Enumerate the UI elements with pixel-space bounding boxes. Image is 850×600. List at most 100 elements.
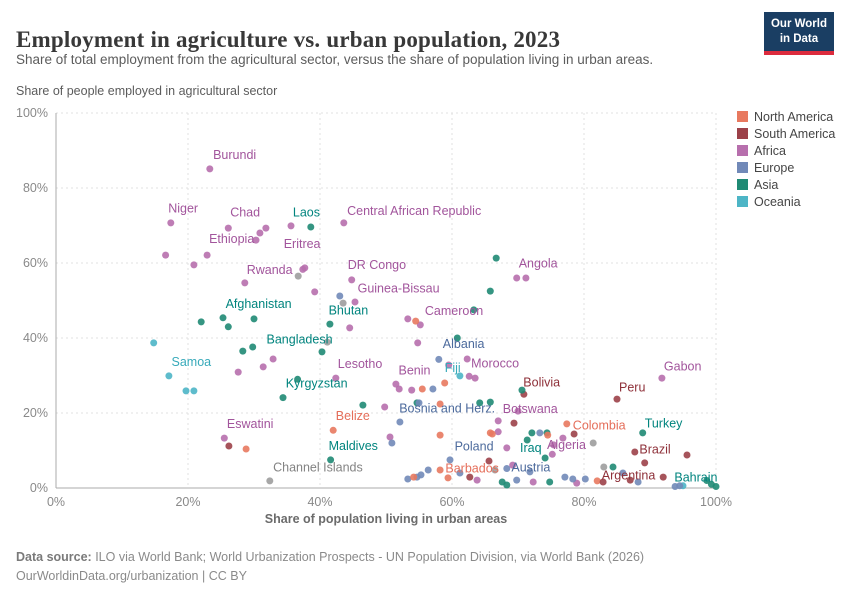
data-point[interactable]	[494, 428, 502, 436]
data-point[interactable]	[436, 466, 444, 474]
data-point[interactable]	[559, 434, 567, 442]
data-point[interactable]	[492, 254, 500, 262]
data-point[interactable]	[415, 399, 423, 407]
data-point[interactable]	[626, 476, 634, 484]
data-point[interactable]	[570, 430, 578, 438]
data-point[interactable]	[249, 343, 257, 351]
data-point[interactable]	[351, 298, 359, 306]
data-point[interactable]	[234, 368, 242, 376]
data-point[interactable]	[392, 380, 400, 388]
data-point[interactable]	[581, 475, 589, 483]
data-point[interactable]	[600, 463, 608, 471]
data-point[interactable]	[395, 385, 403, 393]
data-point[interactable]	[336, 292, 344, 300]
data-point[interactable]	[641, 459, 649, 467]
data-point[interactable]	[470, 306, 478, 314]
data-point[interactable]	[250, 315, 258, 323]
legend-item-europe[interactable]: Europe	[737, 159, 835, 176]
data-point[interactable]	[165, 372, 173, 380]
data-point[interactable]	[436, 431, 444, 439]
data-point[interactable]	[418, 385, 426, 393]
data-point[interactable]	[190, 261, 198, 269]
data-point[interactable]	[239, 347, 247, 355]
data-point[interactable]	[424, 466, 432, 474]
data-point[interactable]	[510, 419, 518, 427]
data-point[interactable]	[224, 323, 232, 331]
data-point[interactable]	[494, 417, 502, 425]
data-point[interactable]	[599, 478, 607, 486]
data-point[interactable]	[256, 229, 264, 237]
data-point[interactable]	[417, 471, 425, 479]
data-point[interactable]	[541, 454, 549, 462]
data-point[interactable]	[561, 473, 569, 481]
data-point[interactable]	[396, 418, 404, 426]
data-point[interactable]	[404, 475, 412, 483]
legend-item-south_america[interactable]: South America	[737, 125, 835, 142]
data-point[interactable]	[593, 477, 601, 485]
data-point[interactable]	[412, 317, 420, 325]
data-point[interactable]	[513, 274, 521, 282]
data-point[interactable]	[639, 429, 647, 437]
data-point[interactable]	[301, 264, 309, 272]
data-point[interactable]	[609, 463, 617, 471]
data-point[interactable]	[242, 445, 250, 453]
data-point[interactable]	[339, 299, 347, 307]
data-point[interactable]	[220, 434, 228, 442]
data-point[interactable]	[167, 219, 175, 227]
data-point[interactable]	[219, 314, 227, 322]
data-point[interactable]	[528, 429, 536, 437]
data-point[interactable]	[197, 318, 205, 326]
data-point[interactable]	[150, 339, 158, 347]
data-point[interactable]	[703, 477, 711, 484]
data-point[interactable]	[162, 251, 170, 259]
data-point[interactable]	[514, 407, 522, 415]
data-point[interactable]	[465, 372, 473, 380]
data-point[interactable]	[569, 475, 577, 483]
data-point[interactable]	[259, 363, 267, 371]
data-point[interactable]	[311, 288, 319, 296]
data-point[interactable]	[456, 372, 464, 380]
data-point[interactable]	[446, 456, 454, 464]
data-point[interactable]	[388, 439, 396, 447]
data-point[interactable]	[252, 236, 260, 244]
data-point[interactable]	[683, 451, 691, 459]
data-point[interactable]	[659, 473, 667, 481]
data-point[interactable]	[206, 165, 214, 173]
data-point[interactable]	[676, 482, 684, 490]
data-point[interactable]	[327, 456, 335, 464]
data-point[interactable]	[631, 448, 639, 456]
data-point[interactable]	[262, 224, 270, 232]
data-point[interactable]	[491, 466, 499, 474]
data-point[interactable]	[476, 399, 484, 407]
data-point[interactable]	[536, 429, 544, 437]
legend-item-oceania[interactable]: Oceania	[737, 193, 835, 210]
legend-item-asia[interactable]: Asia	[737, 176, 835, 193]
data-point[interactable]	[318, 348, 326, 356]
data-point[interactable]	[329, 426, 337, 434]
data-point[interactable]	[307, 223, 315, 231]
data-point[interactable]	[225, 442, 233, 450]
data-point[interactable]	[518, 386, 526, 394]
data-point[interactable]	[619, 469, 627, 477]
data-point[interactable]	[463, 355, 471, 363]
data-point[interactable]	[326, 320, 334, 328]
data-point[interactable]	[429, 385, 437, 393]
data-point[interactable]	[503, 444, 511, 452]
data-point[interactable]	[445, 361, 453, 369]
scatter-plot[interactable]: 0% 20% 40% 60% 80% 100% 0% 20% 40% 60% 80% 100% Buru…	[0, 0, 850, 545]
data-point[interactable]	[466, 473, 474, 481]
data-point[interactable]	[550, 441, 558, 449]
data-point[interactable]	[410, 473, 418, 481]
data-point[interactable]	[346, 324, 354, 332]
data-point[interactable]	[436, 400, 444, 408]
data-point[interactable]	[408, 386, 416, 394]
data-point[interactable]	[522, 274, 530, 282]
data-point[interactable]	[381, 403, 389, 411]
data-point[interactable]	[548, 450, 556, 458]
data-point[interactable]	[435, 355, 443, 363]
data-point[interactable]	[414, 339, 422, 347]
owid-logo[interactable]: Our World in Data	[763, 12, 834, 55]
data-point[interactable]	[444, 474, 452, 482]
license-link[interactable]: CC BY	[208, 568, 247, 583]
data-point[interactable]	[471, 374, 479, 382]
